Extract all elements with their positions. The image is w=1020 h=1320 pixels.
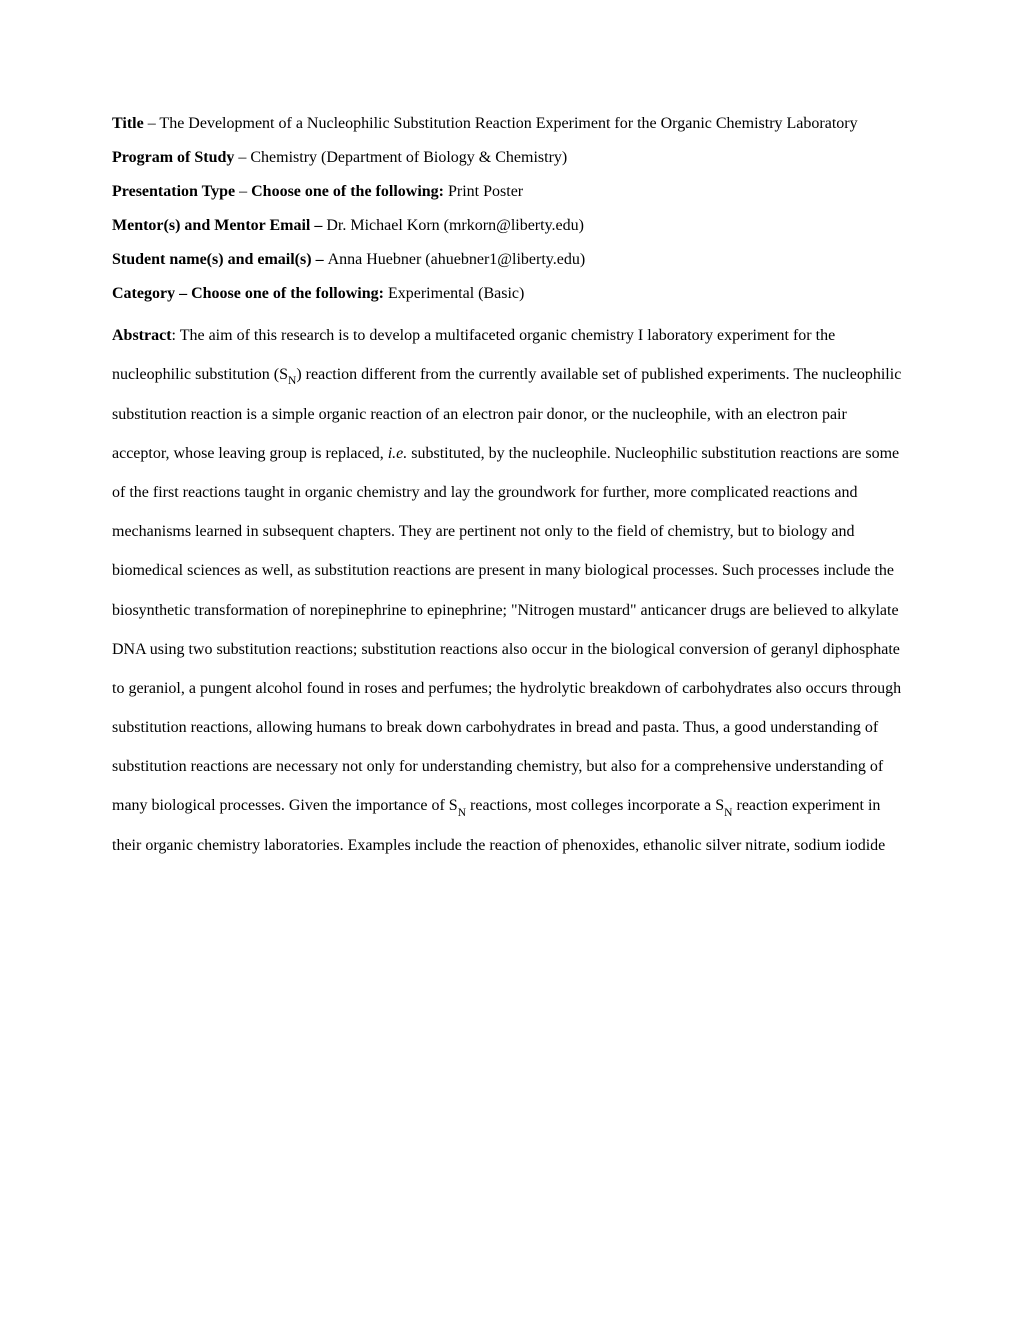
- title-label: Title: [112, 115, 144, 132]
- program-value: – Chemistry (Department of Biology & Che…: [234, 149, 567, 166]
- presentation-choose: Choose one of the following:: [251, 183, 448, 200]
- mentor-label: Mentor(s) and Mentor Email –: [112, 217, 326, 234]
- title-line: Title – The Development of a Nucleophili…: [112, 112, 908, 136]
- page-content: Title – The Development of a Nucleophili…: [0, 0, 1020, 865]
- mentor-value: Dr. Michael Korn (mrkorn@liberty.edu): [326, 217, 584, 234]
- presentation-label: Presentation Type: [112, 183, 235, 200]
- mentor-line: Mentor(s) and Mentor Email – Dr. Michael…: [112, 214, 908, 238]
- subscript-n-1: N: [288, 375, 296, 387]
- title-value: – The Development of a Nucleophilic Subs…: [144, 115, 858, 132]
- abstract-label: Abstract: [112, 327, 172, 344]
- student-label: Student name(s) and email(s) –: [112, 251, 328, 268]
- category-label: Category – Choose one of the following:: [112, 285, 388, 302]
- category-line: Category – Choose one of the following: …: [112, 282, 908, 306]
- student-line: Student name(s) and email(s) – Anna Hueb…: [112, 248, 908, 272]
- presentation-dash: –: [235, 183, 251, 200]
- program-label: Program of Study: [112, 149, 234, 166]
- abstract-text-4: reactions, most colleges incorporate a S: [466, 797, 724, 814]
- subscript-n-3: N: [724, 807, 732, 819]
- category-value: Experimental (Basic): [388, 285, 524, 302]
- student-value: Anna Huebner (ahuebner1@liberty.edu): [328, 251, 586, 268]
- presentation-value: Print Poster: [448, 183, 523, 200]
- presentation-line: Presentation Type – Choose one of the fo…: [112, 180, 908, 204]
- program-line: Program of Study – Chemistry (Department…: [112, 146, 908, 170]
- abstract-text-3: substituted, by the nucleophile. Nucleop…: [112, 445, 901, 815]
- subscript-n-2: N: [458, 807, 466, 819]
- ie-italic: i.e.: [388, 445, 408, 462]
- abstract-paragraph: Abstract: The aim of this research is to…: [112, 316, 908, 865]
